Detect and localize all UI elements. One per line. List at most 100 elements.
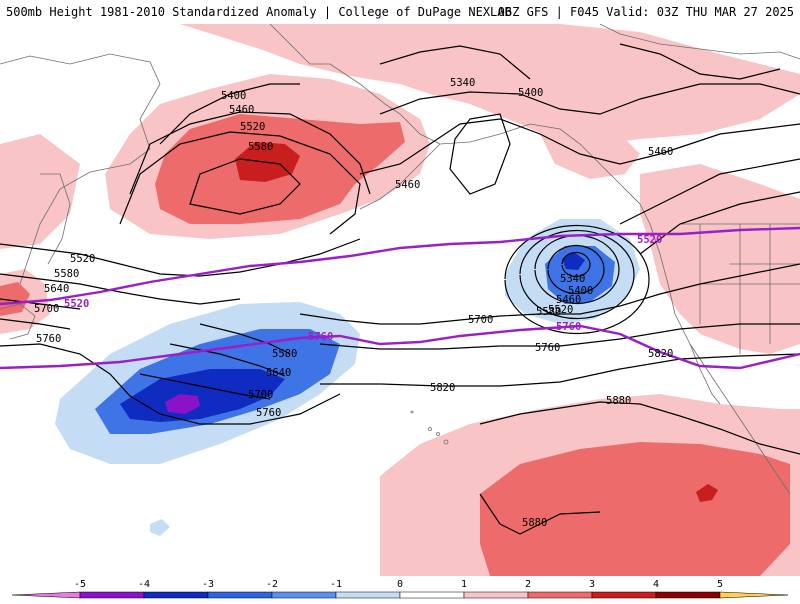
colorbar-tick-label: -4 bbox=[138, 579, 150, 590]
anomaly-shading bbox=[0, 24, 800, 576]
contour-5520-north bbox=[619, 158, 800, 225]
colorbar-tick-label: -3 bbox=[202, 579, 214, 590]
height-5460-bering: 5460 bbox=[229, 104, 254, 116]
colorbar-swatch bbox=[335, 591, 401, 599]
positive-anomaly-subtropics-peak bbox=[696, 484, 718, 502]
height-5700-central: 5700 bbox=[468, 314, 493, 326]
colorbar-swatch bbox=[207, 591, 273, 599]
height-5760-highlight-east: 5760 bbox=[556, 321, 581, 333]
contour-west-5520 bbox=[0, 238, 361, 277]
height-5640-west: 5640 bbox=[44, 283, 69, 295]
height-5760-west: 5760 bbox=[36, 333, 61, 345]
colorbar-tick-label: 3 bbox=[589, 579, 595, 590]
height-5820-east: 5820 bbox=[648, 348, 673, 360]
contour-5520-highlight bbox=[0, 226, 800, 306]
contour-5340-alaska bbox=[379, 45, 531, 80]
contour-low-ring-3 bbox=[534, 234, 620, 305]
colorbar-tick-label: 1 bbox=[461, 579, 467, 590]
coastline-baja bbox=[689, 343, 721, 405]
height-5760-central: 5760 bbox=[535, 342, 560, 354]
colorbar-swatch bbox=[463, 591, 529, 599]
negative-anomaly-gulf-low-peak bbox=[562, 252, 585, 270]
height-5400-low: 5400 bbox=[568, 285, 593, 297]
negative-anomaly-pacific-peak bbox=[165, 394, 200, 414]
contour-west-5700 bbox=[0, 318, 71, 330]
colorbar-swatch bbox=[79, 591, 145, 599]
contour-5400-north bbox=[379, 83, 800, 115]
negative-anomaly-small bbox=[150, 519, 170, 536]
height-5640-pacific: 5640 bbox=[266, 367, 291, 379]
contour-west-5580 bbox=[0, 273, 241, 305]
map-title: 500mb Height 1981-2010 Standardized Anom… bbox=[6, 5, 512, 19]
positive-anomaly-western-us bbox=[640, 164, 800, 354]
height-5340-alaska: 5340 bbox=[450, 77, 475, 89]
positive-anomaly-north-gulf bbox=[540, 124, 640, 179]
model-valid-time: 06Z GFS | F045 Valid: 03Z THU MAR 27 202… bbox=[497, 5, 794, 19]
contour-aleutian-ring bbox=[449, 113, 511, 195]
hawaii-island-3 bbox=[443, 439, 449, 445]
contour-central-5760 bbox=[319, 323, 800, 350]
colorbar-swatches bbox=[11, 591, 789, 599]
contour-west-5760 bbox=[0, 343, 341, 425]
colorbar-swatch bbox=[591, 591, 657, 599]
height-5460-low: 5460 bbox=[556, 294, 581, 306]
colorbar-swatch bbox=[143, 591, 209, 599]
colorbar-swatch-right bbox=[719, 591, 789, 599]
colorbar-tick-label: 5 bbox=[717, 579, 723, 590]
hawaii-island-2 bbox=[436, 432, 440, 436]
height-contours bbox=[0, 43, 800, 535]
height-5400-gulf: 5400 bbox=[518, 87, 543, 99]
height-5580-bering: 5580 bbox=[248, 141, 273, 153]
contour-5880 bbox=[479, 401, 800, 455]
height-5700-pacific: 5700 bbox=[248, 389, 273, 401]
coastline-kamchatka bbox=[40, 173, 71, 265]
contour-bering-5580 bbox=[189, 158, 301, 215]
contour-pacific-5700 bbox=[139, 373, 271, 400]
contour-bering-5520 bbox=[119, 131, 361, 235]
colorbar: -5 -4 -3 -2 -1 0 1 2 3 4 5 bbox=[0, 576, 800, 600]
colorbar-tick-label: -1 bbox=[330, 579, 342, 590]
colorbar-tick-label: -2 bbox=[266, 579, 278, 590]
negative-anomaly-pacific-core bbox=[120, 369, 285, 422]
contour-5880-south bbox=[479, 493, 601, 535]
height-5520-west: 5520 bbox=[70, 253, 95, 265]
contour-pacific-5580 bbox=[199, 323, 291, 355]
height-5520-highlight-west: 5520 bbox=[64, 298, 89, 310]
height-5460-canada: 5460 bbox=[648, 146, 673, 158]
colorbar-tick-label: -5 bbox=[74, 579, 86, 590]
contour-5820 bbox=[320, 353, 800, 387]
hawaii-island-1 bbox=[428, 427, 432, 431]
contour-5760-highlight bbox=[0, 324, 800, 370]
contour-low-ring-1 bbox=[561, 251, 591, 278]
colorbar-tick-label: 0 bbox=[397, 579, 403, 590]
height-5520-bering: 5520 bbox=[240, 121, 265, 133]
height-5760-highlight-west: 5760 bbox=[308, 331, 333, 343]
contour-5580-north bbox=[639, 191, 800, 255]
colorbar-swatch bbox=[655, 591, 721, 599]
height-5580-west: 5580 bbox=[54, 268, 79, 280]
height-5580-low: 5580 bbox=[536, 306, 561, 318]
height-5700-west: 5700 bbox=[34, 303, 59, 315]
map-header: 500mb Height 1981-2010 Standardized Anom… bbox=[0, 0, 800, 24]
hawaii-island-4 bbox=[410, 410, 414, 414]
positive-anomaly-subtropics-core bbox=[480, 442, 790, 576]
height-5880-south: 5880 bbox=[522, 517, 547, 529]
height-anomaly-map: 5340 5400 5400 5460 5520 5580 5460 5460 … bbox=[0, 24, 800, 576]
land-outlines bbox=[0, 24, 800, 495]
contour-5460-north bbox=[359, 118, 800, 175]
colorbar-svg: -5 -4 -3 -2 -1 0 1 2 3 4 5 bbox=[11, 579, 789, 599]
height-5820-central: 5820 bbox=[430, 382, 455, 394]
colorbar-swatch-left bbox=[11, 591, 81, 599]
height-5880-central: 5880 bbox=[606, 395, 631, 407]
colorbar-swatch bbox=[271, 591, 337, 599]
colorbar-ticks: -5 -4 -3 -2 -1 0 1 2 3 4 5 bbox=[74, 579, 723, 590]
contour-central-5700 bbox=[299, 263, 800, 325]
colorbar-swatch bbox=[527, 591, 593, 599]
colorbar-swatch bbox=[399, 591, 465, 599]
height-5340-low: 5340 bbox=[560, 273, 585, 285]
coastline-arctic bbox=[599, 24, 800, 60]
coastline-aleutians bbox=[359, 143, 441, 210]
contour-labels: 5340 5400 5400 5460 5520 5580 5460 5460 … bbox=[34, 77, 673, 529]
height-5520-low: 5520 bbox=[548, 304, 573, 316]
colorbar-tick-label: 4 bbox=[653, 579, 659, 590]
